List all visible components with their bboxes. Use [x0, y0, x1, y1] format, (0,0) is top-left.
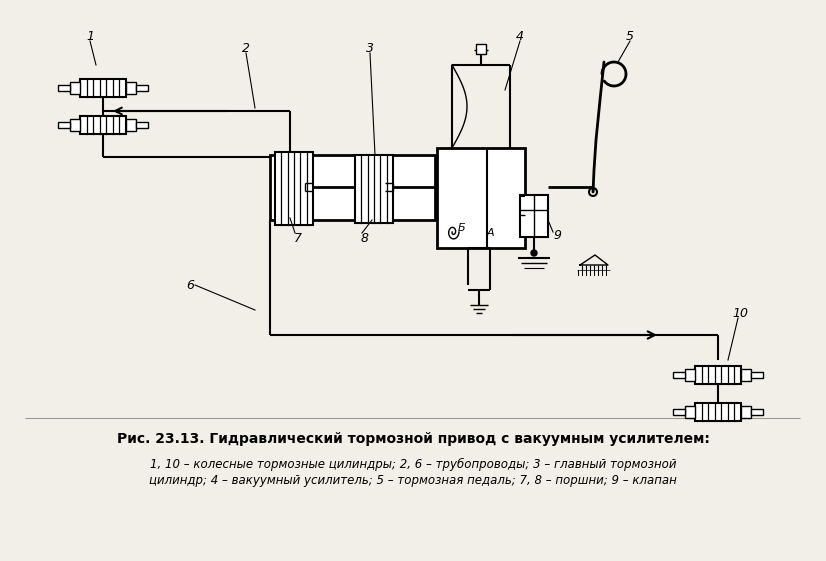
Text: 10: 10	[732, 306, 748, 320]
Bar	[695, 366, 741, 384]
Bar	[673, 408, 685, 415]
Text: 9: 9	[553, 228, 561, 241]
Text: цилиндр; 4 – вакуумный усилитель; 5 – тормозная педаль; 7, 8 – поршни; 9 – клапа: цилиндр; 4 – вакуумный усилитель; 5 – то…	[150, 474, 676, 487]
Bar	[136, 122, 148, 128]
Bar	[126, 119, 136, 131]
Bar	[695, 403, 741, 421]
Bar	[59, 85, 69, 91]
Text: 2: 2	[242, 42, 250, 54]
Circle shape	[531, 250, 537, 256]
Bar	[685, 406, 695, 418]
Text: 7: 7	[294, 232, 302, 245]
Bar	[355, 155, 393, 223]
Text: 5: 5	[626, 30, 634, 43]
Text: 8: 8	[361, 232, 369, 245]
Bar	[80, 80, 126, 96]
Text: 4: 4	[516, 30, 524, 43]
Bar	[520, 195, 548, 237]
Bar	[69, 82, 80, 94]
Bar	[685, 369, 695, 381]
Bar	[69, 119, 80, 131]
Bar	[752, 408, 762, 415]
Text: 1, 10 – колесные тормозные цилиндры; 2, 6 – трубопроводы; 3 – главный тормозной: 1, 10 – колесные тормозные цилиндры; 2, …	[150, 458, 676, 471]
Bar	[741, 406, 752, 418]
Bar	[437, 148, 525, 248]
Text: А: А	[487, 228, 494, 238]
Bar	[59, 122, 69, 128]
Text: 6: 6	[186, 278, 194, 292]
Bar	[476, 44, 486, 54]
Text: Б: Б	[457, 223, 465, 233]
Bar	[673, 372, 685, 378]
Text: Рис. 23.13. Гидравлический тормозной привод с вакуумным усилителем:: Рис. 23.13. Гидравлический тормозной при…	[116, 432, 710, 446]
Bar	[126, 82, 136, 94]
Text: 3: 3	[366, 42, 374, 54]
Text: 1: 1	[86, 30, 94, 43]
Bar	[270, 155, 435, 220]
Bar	[136, 85, 148, 91]
Bar	[741, 369, 752, 381]
Bar	[752, 372, 762, 378]
Bar	[80, 117, 126, 134]
Bar	[275, 152, 313, 225]
